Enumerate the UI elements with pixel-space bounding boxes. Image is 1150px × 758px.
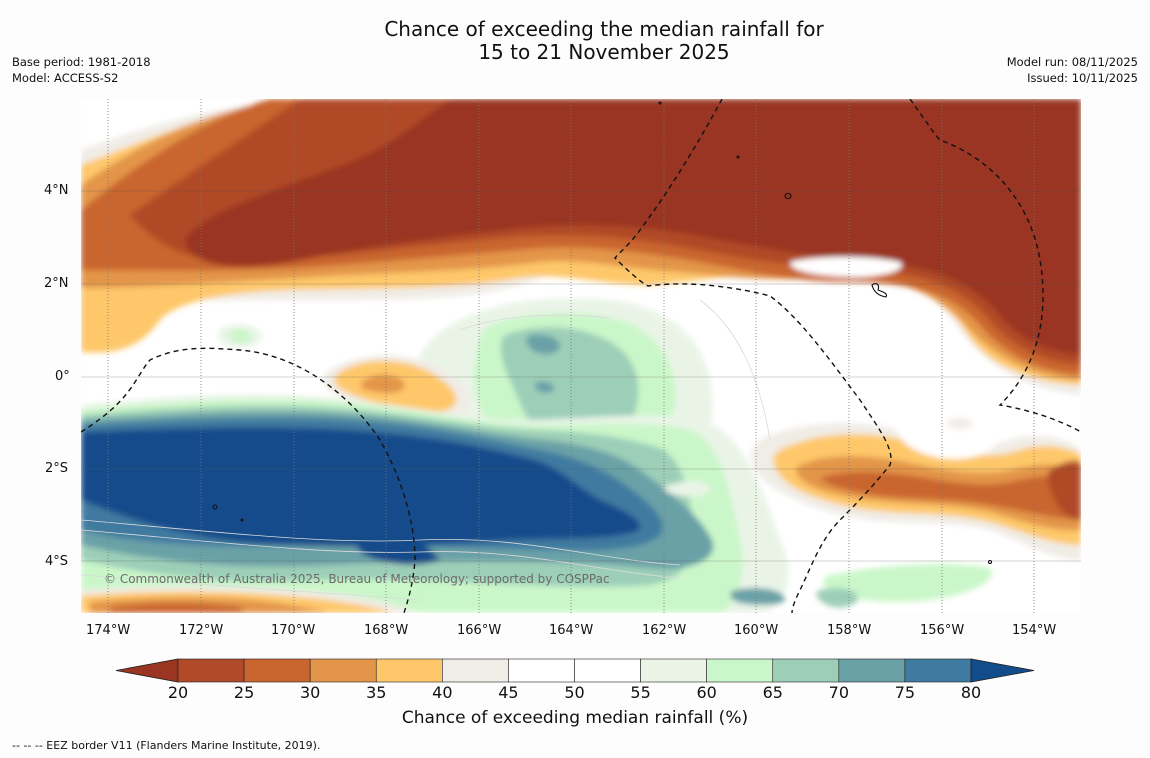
lon-tick-160w: 160°W <box>734 623 779 638</box>
colorbar-swatch-25-30 <box>243 658 311 683</box>
colorbar-label-55: 55 <box>630 683 651 702</box>
lon-tick-162w: 162°W <box>642 623 687 638</box>
contour-25-southeast <box>820 471 1081 520</box>
eez-border-west <box>81 347 416 613</box>
colorbar-label-25: 25 <box>233 683 255 702</box>
colorbar-swatch-30-35 <box>309 658 377 683</box>
model-name: Model: ACCESS-S2 <box>12 71 119 85</box>
eez-border-central <box>614 99 892 613</box>
colorbar <box>115 658 1035 683</box>
colorbar-swatch-40-45 <box>442 658 509 683</box>
lat-tick-4n: 4°N <box>44 183 69 198</box>
lat-tick-0: 0° <box>55 369 70 384</box>
contour-15-north <box>185 99 1081 355</box>
colorbar-swatch-75-80 <box>904 658 972 683</box>
island-dot-3 <box>212 504 218 510</box>
colorbar-label-70: 70 <box>828 683 850 702</box>
rainfall-contours <box>81 99 1081 613</box>
colorbar-label-35: 35 <box>366 683 387 702</box>
lon-tick-156w: 156°W <box>920 623 965 638</box>
contour-70-south-mid <box>730 588 785 605</box>
contour-lines <box>81 299 771 601</box>
lon-tick-174w: 174°W <box>86 623 131 638</box>
base-period: Base period: 1981-2018 <box>12 55 151 69</box>
island-kiritimati <box>871 283 888 298</box>
colorbar-swatches <box>115 658 1035 683</box>
lon-tick-168w: 168°W <box>364 623 409 638</box>
lon-tick-166w: 166°W <box>457 623 502 638</box>
latitude-lines <box>81 190 1081 562</box>
colorbar-labels: 20 25 30 35 40 45 50 55 60 65 70 75 80 <box>0 683 1150 705</box>
contour-40-east-spot <box>947 417 972 430</box>
island-dot-1 <box>658 101 662 105</box>
contour-65-small <box>229 328 252 344</box>
lon-tick-158w: 158°W <box>827 623 872 638</box>
lon-tick-172w: 172°W <box>179 623 224 638</box>
meta-left: Base period: 1981-2018 Model: ACCESS-S2 <box>12 54 151 86</box>
island-dot-5 <box>987 559 993 565</box>
colorbar-swatch-55-60 <box>640 658 707 683</box>
lon-tick-154w: 154°W <box>1012 623 1057 638</box>
colorbar-extend-high <box>970 658 1035 683</box>
colorbar-label-20: 20 <box>167 683 189 702</box>
lon-tick-170w: 170°W <box>271 623 316 638</box>
colorbar-swatch-45-50 <box>508 658 575 683</box>
colorbar-swatch-50-55 <box>574 658 641 683</box>
contour-25-southwest <box>110 603 245 613</box>
contour-70-south-east <box>816 588 859 608</box>
colorbar-swatch-60-65 <box>706 658 774 683</box>
lat-tick-2s: 2°S <box>45 461 69 476</box>
eez-footnote: -- -- -- EEZ border V11 (Flanders Marine… <box>12 739 321 752</box>
lat-tick-4s: 4°S <box>45 554 69 569</box>
colorbar-swatch-20-25 <box>177 658 245 683</box>
lon-tick-164w: 164°W <box>549 623 594 638</box>
contour-30-center <box>360 374 405 394</box>
colorbar-swatch-35-40 <box>375 658 443 683</box>
islands <box>212 101 993 565</box>
colorbar-label-65: 65 <box>762 683 783 702</box>
meta-right: Model run: 08/11/2025 Issued: 10/11/2025 <box>1007 54 1138 86</box>
contour-45-east-small <box>790 256 902 278</box>
contour-75-center <box>526 334 561 355</box>
eez-border-east <box>909 99 1081 433</box>
lat-tick-2n: 2°N <box>44 276 69 291</box>
contour-80-tail <box>353 520 440 565</box>
issued-date: Issued: 10/11/2025 <box>1027 71 1138 85</box>
title-line-2: 15 to 21 November 2025 <box>478 40 730 64</box>
title-line-1: Chance of exceeding the median rainfall … <box>384 17 824 41</box>
contour-20-southeast <box>1047 460 1081 520</box>
colorbar-label-30: 30 <box>299 683 321 702</box>
contour-75-spot <box>534 381 555 393</box>
contour-65-south-east <box>823 564 992 603</box>
colorbar-label-50: 50 <box>564 683 585 702</box>
colorbar-extend-low <box>115 658 179 683</box>
colorbar-label-60: 60 <box>696 683 717 702</box>
contour-80-south <box>81 427 641 547</box>
colorbar-label-75: 75 <box>894 683 916 702</box>
island-north <box>784 192 792 200</box>
colorbar-title: Chance of exceeding median rainfall (%) <box>401 708 749 728</box>
model-run: Model run: 08/11/2025 <box>1006 55 1138 69</box>
contour-60-south-mid <box>664 480 710 497</box>
eez-borders <box>81 99 1081 613</box>
copyright-text: © Commonwealth of Australia 2025, Bureau… <box>104 572 610 586</box>
colorbar-swatch-70-75 <box>838 658 906 683</box>
chart-title: Chance of exceeding the median rainfall … <box>0 18 1150 64</box>
island-dot-4 <box>240 518 244 522</box>
map-area <box>81 99 1081 613</box>
island-dot-2 <box>736 155 740 159</box>
colorbar-label-40: 40 <box>432 683 453 702</box>
colorbar-label-80: 80 <box>960 683 982 702</box>
colorbar-swatch-65-70 <box>772 658 840 683</box>
colorbar-label-45: 45 <box>498 683 519 702</box>
